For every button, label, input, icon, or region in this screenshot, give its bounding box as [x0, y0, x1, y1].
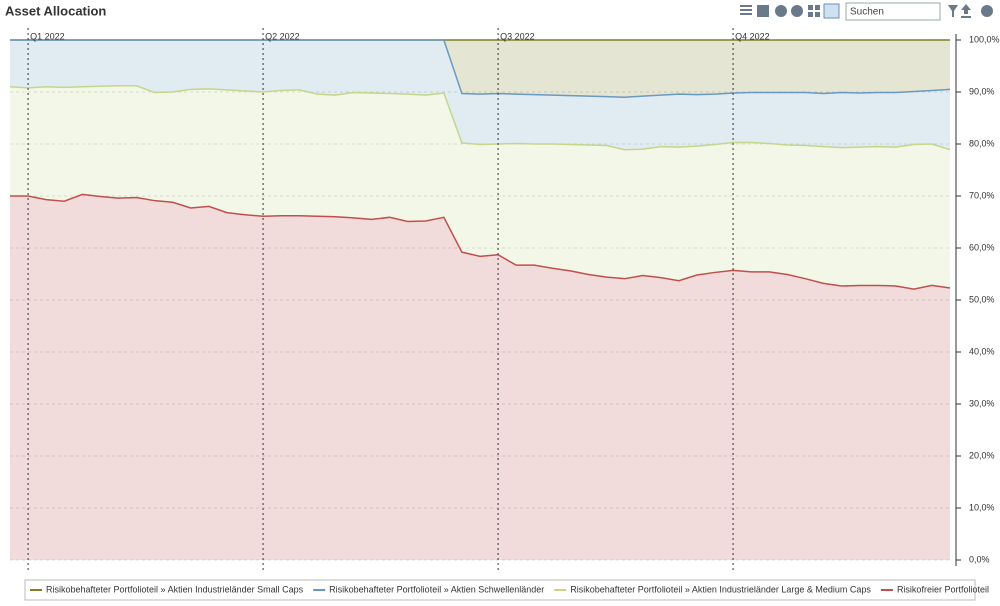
list-icon[interactable] — [740, 5, 752, 15]
table-icon[interactable] — [757, 5, 769, 17]
y-tick-label: 10,0% — [969, 502, 995, 512]
y-tick-label: 90,0% — [969, 86, 995, 96]
y-tick-label: 80,0% — [969, 138, 995, 148]
toolbar: Suchen — [740, 2, 993, 21]
y-tick-label: 40,0% — [969, 346, 995, 356]
y-tick-label: 30,0% — [969, 398, 995, 408]
donut-icon[interactable] — [791, 5, 803, 17]
area — [10, 40, 950, 98]
y-tick-label: 20,0% — [969, 450, 995, 460]
line — [9, 85, 951, 151]
export-icon[interactable] — [961, 4, 971, 18]
area — [10, 40, 950, 150]
pie-icon[interactable] — [775, 5, 787, 17]
y-tick-label: 70,0% — [969, 190, 995, 200]
x-tick-label: Q3 2022 — [500, 31, 535, 41]
y-tick-label: 60,0% — [969, 242, 995, 252]
y-tick-label: 50,0% — [969, 294, 995, 304]
area — [10, 85, 950, 290]
legend-label: Risikofreier Portfolioteil — [897, 584, 989, 594]
search-box[interactable] — [845, 2, 941, 21]
chart-title: Asset Allocation — [5, 3, 106, 18]
line — [10, 39, 951, 98]
area-chart-icon[interactable] — [823, 3, 840, 19]
y-tick-label: 100,0% — [969, 34, 1000, 44]
legend-label: Risikobehafteter Portfolioteil » Aktien … — [329, 584, 544, 594]
line — [10, 193, 951, 290]
legend-label: Risikobehafteter Portfolioteil » Aktien … — [570, 584, 871, 594]
y-tick-label: 0,0% — [969, 554, 990, 564]
settings-icon[interactable] — [981, 5, 993, 17]
search-placeholder: Suchen — [850, 7, 884, 18]
grid-icon[interactable] — [808, 5, 820, 17]
x-tick-label: Q2 2022 — [265, 31, 300, 41]
legend-label: Risikobehafteter Portfolioteil » Aktien … — [46, 584, 304, 594]
area — [10, 194, 950, 560]
filter-icon[interactable] — [948, 5, 958, 17]
legend-box — [24, 579, 976, 601]
x-tick-label: Q4 2022 — [735, 31, 770, 41]
x-tick-label: Q1 2022 — [30, 31, 65, 41]
